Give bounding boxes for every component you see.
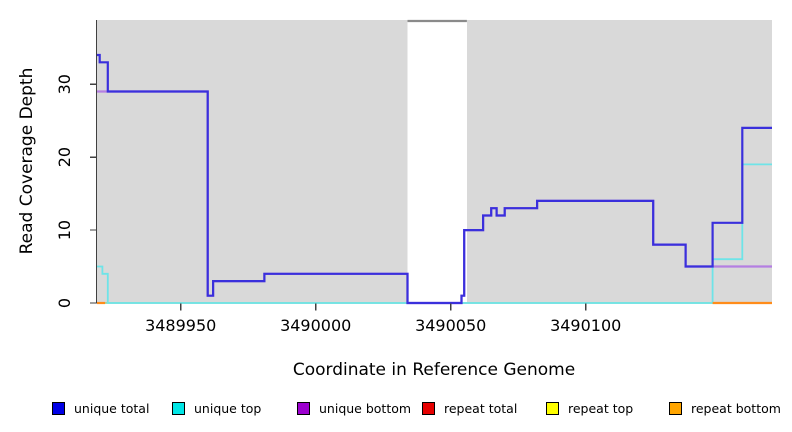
y-axis-title: Read Coverage Depth — [17, 67, 37, 255]
legend-swatch-repeat-total — [422, 401, 435, 415]
legend-swatch-repeat-bottom — [669, 401, 682, 415]
y-tick-label: 10 — [55, 220, 74, 240]
legend-item-unique-total: unique total — [52, 399, 149, 417]
x-tick-label: 3490000 — [280, 316, 351, 335]
legend-label: repeat top — [568, 400, 634, 416]
legend-swatch-unique-top — [172, 401, 185, 415]
gap-region — [407, 20, 467, 303]
y-tick-label: 30 — [55, 74, 74, 94]
x-tick-label: 3489950 — [145, 316, 216, 335]
x-tick-label: 3490100 — [550, 316, 621, 335]
legend-label: unique top — [194, 400, 262, 416]
legend-item-repeat-total: repeat total — [422, 399, 517, 417]
legend-label: unique bottom — [319, 400, 412, 416]
legend-label: unique total — [74, 400, 150, 416]
x-axis-title: Coordinate in Reference Genome — [292, 360, 576, 380]
legend: unique total unique top unique bottom repea… — [0, 399, 792, 421]
legend-label: repeat total — [444, 400, 518, 416]
legend-item-repeat-top: repeat top — [546, 399, 633, 417]
series-line-unique-total — [97, 53, 772, 305]
legend-item-repeat-bottom: repeat bottom — [669, 399, 781, 417]
legend-item-unique-bottom: unique bottom — [297, 399, 411, 417]
y-tick-label: 20 — [55, 147, 74, 167]
x-tick-label: 3490050 — [415, 316, 486, 335]
legend-swatch-unique-total — [52, 401, 65, 415]
y-tick-label: 0 — [55, 298, 74, 308]
legend-item-unique-top: unique top — [172, 399, 261, 417]
legend-swatch-unique-bottom — [297, 401, 310, 415]
legend-label: repeat bottom — [691, 400, 781, 416]
legend-swatch-repeat-top — [546, 401, 559, 415]
